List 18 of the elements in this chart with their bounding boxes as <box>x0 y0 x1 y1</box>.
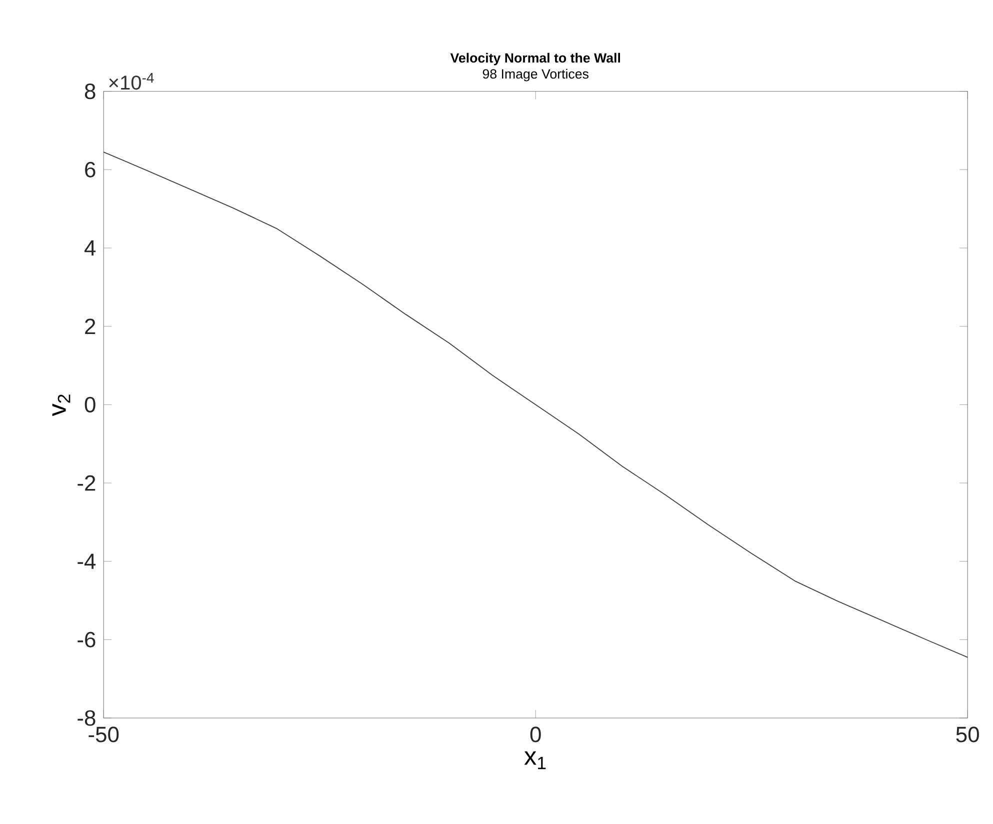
y-axis-title: v$_{2}$ <box>52 394 70 416</box>
x-tick-label: 0 <box>530 726 541 742</box>
x-tick-label: -50 <box>88 726 119 742</box>
chart-title: Velocity Normal to the Wall <box>450 52 620 66</box>
x-axis-title: x$_{1}$ <box>524 751 546 770</box>
y-tick-label: -2 <box>78 475 96 491</box>
y-tick-label: 6 <box>85 162 96 178</box>
y-tick-label: 4 <box>84 240 96 256</box>
text: ×10$^{-4}$ <box>109 72 154 90</box>
line-series <box>103 152 968 658</box>
y-tick-label: 2 <box>85 318 96 334</box>
y-tick-label: -8 <box>78 710 96 726</box>
y-tick-label: 0 <box>84 396 96 412</box>
y-tick-label: 8 <box>84 84 96 100</box>
x-tick-label: 50 <box>956 726 979 742</box>
y-tick-label: -4 <box>78 554 96 569</box>
chart-subtitle: 98 Image Vortices <box>482 68 588 82</box>
y-tick-label: -6 <box>78 632 96 648</box>
